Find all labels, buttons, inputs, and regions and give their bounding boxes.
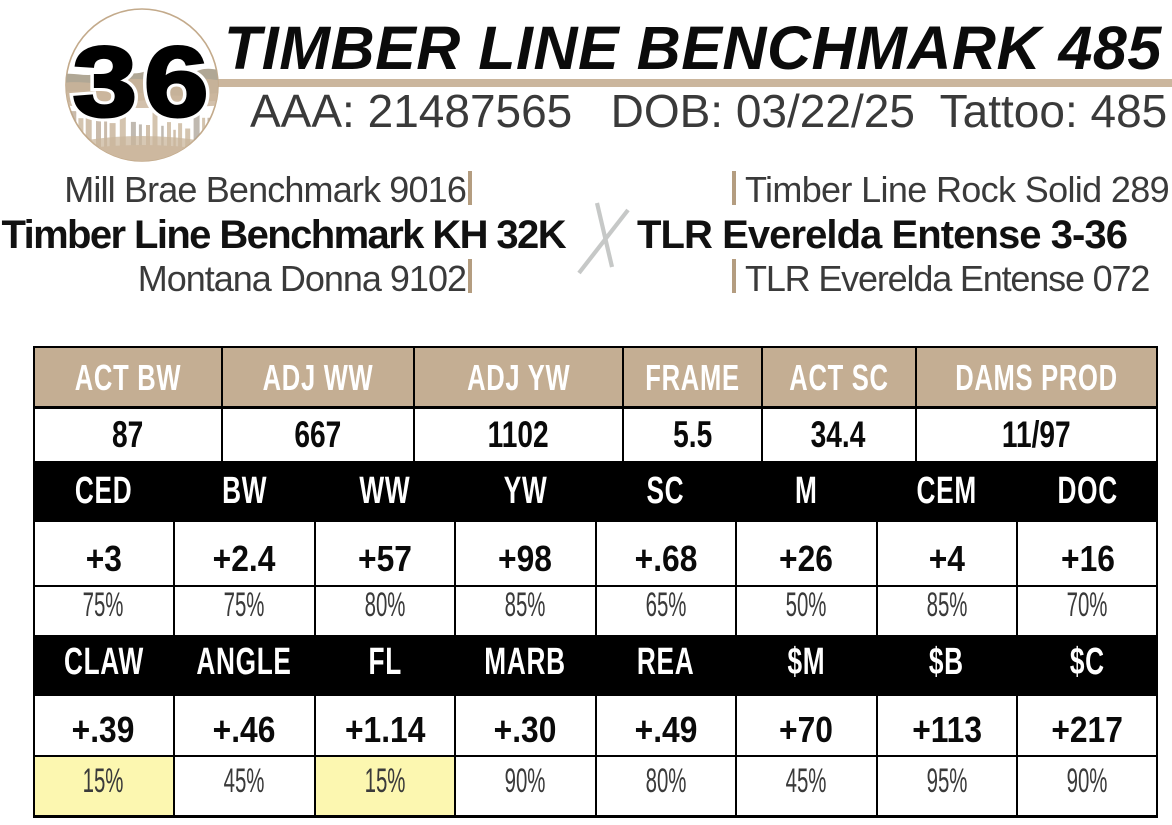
svg-text:36: 36 <box>73 26 216 137</box>
svg-text:36: 36 <box>73 26 216 137</box>
